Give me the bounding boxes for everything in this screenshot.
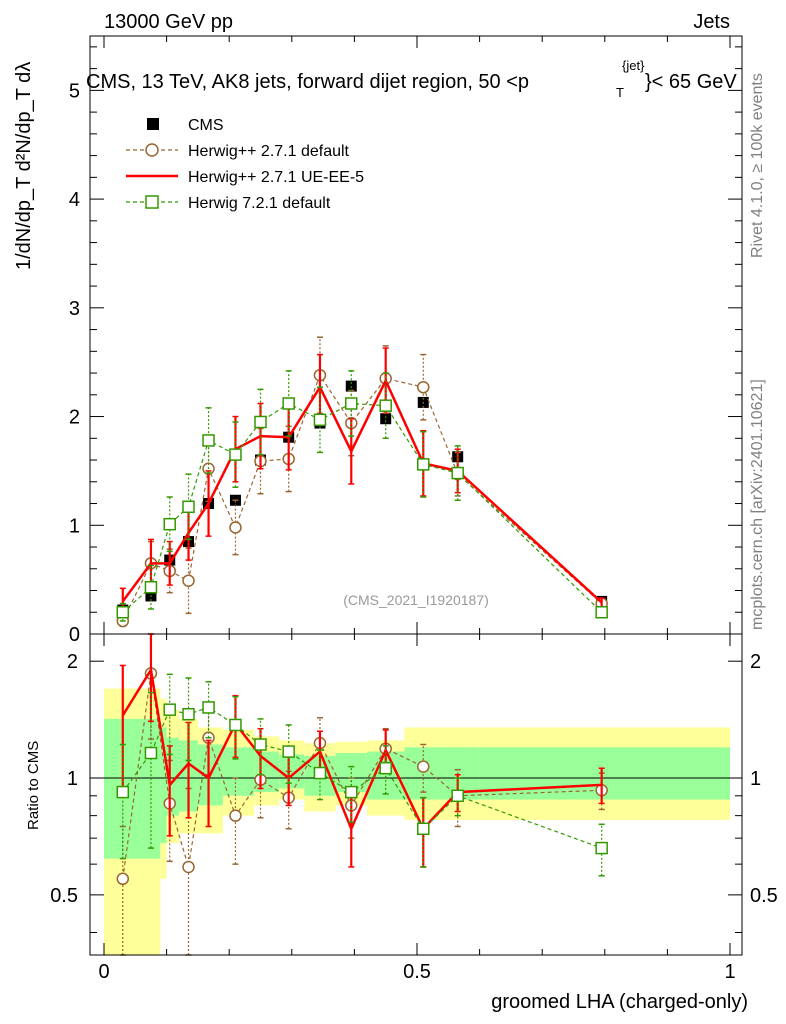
ratio-axis-label: Ratio to CMS — [25, 741, 42, 830]
data-point — [144, 580, 158, 594]
ratio-tick-label-right: 0.5 — [750, 885, 778, 907]
data-point — [202, 434, 215, 447]
series-layer — [116, 336, 608, 956]
y-axis-label-text: 1/dN/dp_T d²N/dp_T dλ — [13, 62, 35, 270]
band-inner-bin — [104, 718, 161, 859]
data-point — [229, 448, 242, 461]
ratio-point — [229, 718, 242, 732]
mcplots-label: mcplots.cern.ch [arXiv:2401.10621] — [749, 379, 766, 630]
series-line — [121, 377, 603, 604]
ratio-point — [417, 760, 430, 773]
x-tick-label: 1 — [724, 961, 735, 983]
data-point — [417, 458, 430, 471]
ratio-point — [282, 745, 295, 758]
data-point — [380, 413, 392, 425]
y-tick-label: 4 — [69, 189, 80, 211]
data-point — [345, 397, 358, 410]
ratio-tick-label-right: 1 — [750, 768, 761, 790]
title-superscript: {jet} — [622, 58, 645, 73]
legend-label-herwig7-default: Herwig 7.2.1 default — [188, 195, 331, 212]
ratio-tick-label-right: 2 — [750, 651, 761, 673]
ratio-point — [202, 701, 215, 714]
ratio-point — [116, 872, 130, 886]
ratio-point — [451, 789, 464, 803]
chart-title: CMS, 13 TeV, AK8 jets, forward dijet reg… — [86, 58, 737, 100]
ratio-tick-label: 1 — [67, 768, 78, 790]
data-point — [595, 606, 608, 619]
data-point — [116, 606, 130, 619]
analysis-watermark: (CMS_2021_I1920187) — [343, 592, 489, 608]
data-point — [379, 399, 392, 412]
ratio-point — [313, 766, 327, 780]
title-subscript: T — [616, 85, 624, 100]
x-axis-label: groomed LHA (charged-only) — [491, 991, 748, 1013]
band-inner-bin — [279, 754, 305, 789]
legend-label-herwigpp-default: Herwig++ 2.7.1 default — [188, 143, 350, 160]
ratio-point — [182, 707, 195, 721]
title-main: CMS, 13 TeV, AK8 jets, forward dijet reg… — [86, 71, 529, 93]
data-point — [417, 380, 430, 394]
uncertainty-band-layer — [104, 688, 730, 955]
legend-marker-herwig7-default — [145, 195, 159, 209]
ratio-point — [182, 860, 195, 874]
y-tick-label: 1 — [69, 515, 80, 537]
data-point — [282, 397, 295, 410]
legend-marker-herwigpp-default — [145, 143, 159, 157]
legend-label-herwigpp-ueee5: Herwig++ 2.7.1 UE-EE-5 — [188, 169, 364, 186]
data-point — [182, 500, 195, 514]
x-tick-label: 0 — [98, 961, 109, 983]
band-inner-bin — [254, 751, 280, 793]
ratio-tick-label: 2 — [67, 651, 78, 673]
y-tick-label: 0 — [69, 624, 80, 646]
title-end: }< 65 GeV — [645, 71, 737, 93]
band-inner-bin — [222, 747, 255, 796]
y-tick-label: 2 — [69, 407, 80, 429]
ratio-point — [345, 785, 358, 799]
ratio-series-line — [121, 666, 602, 833]
ratio-point — [379, 761, 392, 775]
series-herwig-7-2-1-default — [116, 370, 608, 877]
series-line — [122, 373, 603, 622]
ratio-point — [417, 822, 430, 836]
band-inner-bin — [160, 727, 167, 844]
ratio-tick-label: 0.5 — [50, 885, 78, 907]
y-tick-label: 3 — [69, 298, 80, 320]
data-point — [229, 521, 242, 534]
x-tick-label: 0.5 — [403, 961, 431, 983]
axis-layer: 0 0.5 1 0 1 2 3 4 5 0.5 0.5 1 1 2 2 — [50, 36, 778, 983]
ratio-point — [116, 785, 130, 799]
ratio-point — [254, 738, 267, 751]
data-point — [163, 517, 176, 531]
header-right-label: Jets — [693, 11, 730, 33]
legend-label-cms: CMS — [188, 117, 224, 134]
data-point — [345, 380, 357, 392]
data-point — [254, 415, 267, 429]
legend-marker-cms — [147, 118, 159, 130]
y-tick-label: 5 — [69, 80, 80, 102]
ratio-point — [229, 809, 242, 822]
y-axis-label: 1/dN/dp_T d²N/dp_T dλ — [13, 62, 35, 270]
data-point — [313, 413, 327, 427]
header-left-label: 13000 GeV pp — [104, 11, 233, 33]
ratio-point — [144, 746, 158, 760]
data-point — [451, 466, 464, 480]
rivet-label: Rivet 4.1.0, ≥ 100k events — [749, 73, 766, 258]
ratio-point — [163, 703, 176, 716]
ratio-point — [595, 841, 608, 855]
data-point — [182, 574, 195, 587]
legend: CMS Herwig++ 2.7.1 default Herwig++ 2.7.… — [126, 117, 364, 212]
ratio-plot-frame — [89, 633, 743, 956]
